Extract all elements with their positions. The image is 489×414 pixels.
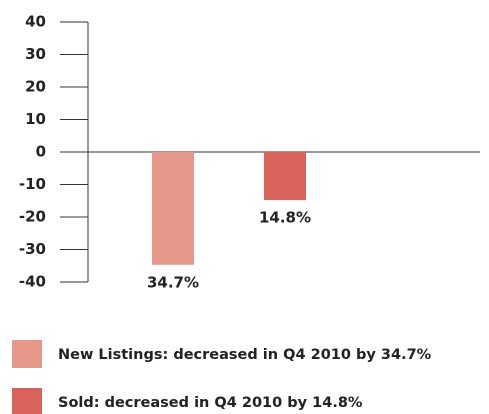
- y-tick-label: 10: [25, 110, 46, 128]
- bar: [264, 152, 306, 201]
- legend-label: New Listings: decreased in Q4 2010 by 34…: [58, 347, 432, 363]
- y-tick-label: 40: [25, 13, 46, 31]
- y-tick-label: 20: [25, 78, 46, 96]
- y-tick-label: -40: [19, 273, 46, 291]
- y-tick-label: -10: [19, 175, 46, 193]
- y-tick-label: 30: [25, 45, 46, 63]
- y-tick-label: 0: [36, 143, 46, 161]
- value-label: 14.8%: [259, 209, 311, 227]
- legend-swatch: [12, 388, 42, 414]
- bar: [152, 152, 194, 265]
- legend-swatch: [12, 340, 42, 368]
- value-label: 34.7%: [147, 273, 199, 291]
- y-tick-label: -20: [19, 208, 46, 226]
- legend-label: Sold: decreased in Q4 2010 by 14.8%: [58, 395, 363, 411]
- y-tick-label: -30: [19, 240, 46, 258]
